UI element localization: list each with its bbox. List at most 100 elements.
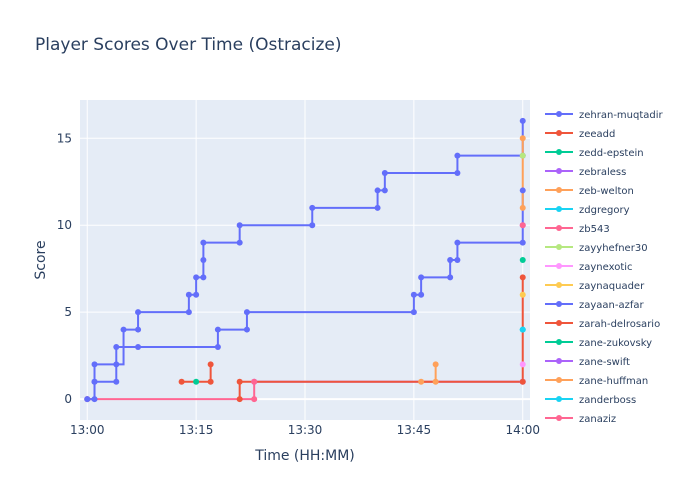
data-point-zayaan-azfar [243, 309, 250, 316]
legend-item[interactable]: zeeadd [545, 129, 615, 140]
x-tick-label: 13:15 [179, 423, 214, 437]
data-point-zehran-muqtadir [185, 291, 192, 298]
legend-swatch-marker [556, 301, 562, 307]
legend-swatch-marker [556, 396, 562, 402]
data-point-zayaan-azfar [410, 309, 417, 316]
data-point-zane-huffman [519, 135, 526, 142]
legend-label: zeeadd [579, 129, 615, 140]
data-point-zaynaquader [519, 291, 526, 298]
x-axis-ticks: 13:00 13:15 13:30 13:45 14:00 [70, 423, 540, 437]
legend-swatch-marker [556, 149, 562, 155]
data-point-zayaan-azfar [91, 378, 98, 385]
legend-swatch-marker [556, 339, 562, 345]
data-point-zb543 [251, 396, 258, 403]
chart-title: Player Scores Over Time (Ostracize) [35, 35, 342, 55]
data-point-zayaan-azfar [454, 257, 461, 263]
data-point-zehran-muqtadir [193, 274, 200, 281]
legend-label: zaynaquader [579, 281, 645, 292]
y-tick-label: 5 [64, 305, 72, 319]
data-point-zeb-welton [418, 378, 425, 385]
legend-item[interactable]: zebraless [545, 167, 626, 178]
legend-item[interactable]: zayaan-azfar [545, 300, 645, 311]
data-point-zayaan-azfar [135, 343, 142, 350]
x-tick-label: 14:00 [505, 423, 540, 437]
x-axis-title: Time (HH:MM) [254, 448, 355, 464]
data-point-zehran-muqtadir [519, 117, 526, 124]
data-point-zeb-welton [432, 378, 439, 385]
data-point-zehran-muqtadir [309, 222, 316, 229]
data-point-zehran-muqtadir [120, 326, 127, 333]
data-point-zehran-muqtadir [200, 257, 207, 263]
data-point-zehran-muqtadir [309, 204, 316, 211]
legend-swatch-marker [556, 320, 562, 326]
data-point-zehran-muqtadir [454, 152, 461, 159]
y-axis-title: Score [33, 240, 49, 279]
legend-label: zb543 [579, 224, 610, 235]
legend-item[interactable]: zayyhefner30 [545, 243, 648, 254]
legend-item[interactable]: zaynaquader [545, 281, 645, 292]
data-point-zehran-muqtadir [135, 309, 142, 316]
legend-item[interactable]: zane-swift [545, 357, 630, 368]
data-point-zayaan-azfar [454, 239, 461, 246]
data-point-zeeadd [178, 378, 185, 385]
data-point-zarah-delrosario [519, 274, 526, 281]
legend-item[interactable]: zane-huffman [545, 376, 648, 387]
legend-item[interactable]: zane-zukovsky [545, 338, 652, 349]
data-point-zehran-muqtadir [91, 361, 98, 368]
data-point-zane-huffman [519, 204, 526, 211]
data-point-zayaan-azfar [113, 343, 120, 350]
legend-item[interactable]: zehran-muqtadir [545, 110, 664, 121]
legend-swatch-marker [556, 225, 562, 231]
data-point-zayaan-azfar [410, 291, 417, 298]
y-tick-label: 15 [57, 131, 72, 145]
legend-label: zane-huffman [579, 376, 648, 387]
data-point-zehran-muqtadir [374, 187, 381, 194]
data-point-zehran-muqtadir [200, 239, 207, 246]
legend-label: zayyhefner30 [579, 243, 648, 254]
legend-item[interactable]: zedd-epstein [545, 148, 644, 159]
legend-swatch-marker [556, 168, 562, 174]
legend-label: zaynexotic [579, 262, 633, 273]
data-point-zayaan-azfar [418, 291, 425, 298]
legend-swatch-marker [556, 187, 562, 193]
legend-item[interactable]: zaynexotic [545, 262, 633, 273]
data-point-zayaan-azfar [84, 396, 91, 403]
data-point-zayaan-azfar [519, 239, 526, 246]
legend-label: zanderboss [579, 395, 636, 406]
legend-label: zeb-welton [579, 186, 634, 197]
data-point-zarah-delrosario [236, 378, 243, 385]
data-point-zb543 [251, 378, 258, 385]
data-point-zarah-delrosario [236, 396, 243, 403]
series-line-zehran-muqtadir [87, 120, 524, 401]
data-point-zeeadd [207, 378, 214, 385]
data-point-zayaan-azfar [214, 343, 221, 350]
legend-item[interactable]: zeb-welton [545, 186, 634, 197]
y-tick-label: 10 [57, 218, 72, 232]
legend-item[interactable]: zanaziz [545, 414, 616, 425]
legend-label: zehran-muqtadir [579, 110, 664, 121]
legend-label: zedd-epstein [579, 148, 644, 159]
legend-swatch-marker [556, 282, 562, 288]
data-point-zehran-muqtadir [374, 204, 381, 211]
legend-swatch-marker [556, 130, 562, 136]
data-point-zayyhefner30 [519, 152, 526, 159]
legend-swatch-marker [556, 415, 562, 421]
data-point-zaynexotic [519, 361, 526, 368]
y-axis-ticks: 0 5 10 15 [57, 131, 72, 406]
legend-item[interactable]: zarah-delrosario [545, 319, 660, 330]
legend-swatch-marker [556, 111, 562, 117]
legend-swatch-marker [556, 244, 562, 250]
legend-item[interactable]: zdgregory [545, 205, 630, 216]
legend-item[interactable]: zanderboss [545, 395, 636, 406]
data-point-zayaan-azfar [91, 396, 98, 403]
data-point-zehran-muqtadir [381, 187, 388, 194]
data-point-zehran-muqtadir [185, 309, 192, 316]
data-point-zehran-muqtadir [381, 170, 388, 177]
data-point-zehran-muqtadir [193, 291, 200, 298]
data-point-zeeadd [207, 361, 214, 368]
x-tick-label: 13:00 [70, 423, 105, 437]
data-point-zedd-epstein [193, 378, 200, 385]
data-point-zayaan-azfar [418, 274, 425, 281]
legend-item[interactable]: zb543 [545, 224, 610, 235]
